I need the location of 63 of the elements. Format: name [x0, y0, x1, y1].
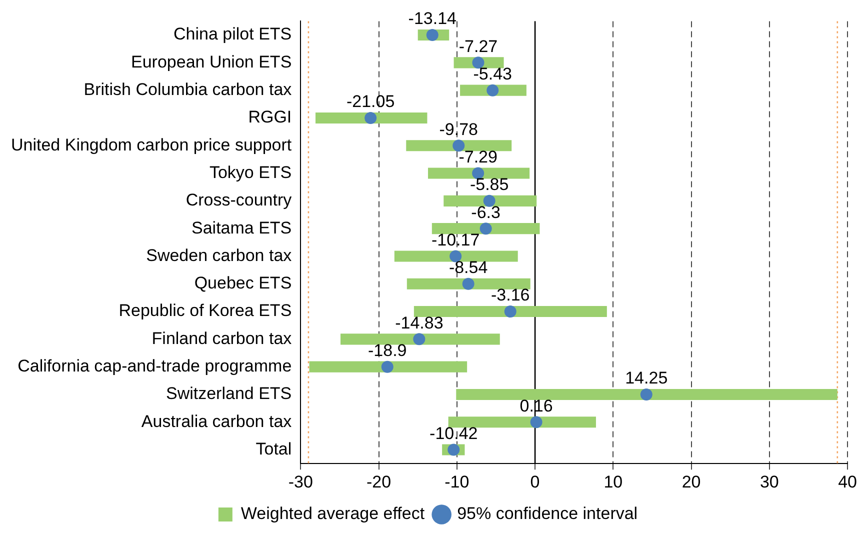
bar — [414, 306, 607, 318]
y-tick-label: Quebec ETS — [194, 274, 292, 293]
y-tick-label: California cap-and-trade programme — [18, 356, 292, 376]
x-tick-label: 30 — [760, 472, 779, 492]
data-label: -18.9 — [368, 341, 407, 360]
data-label: -3.16 — [490, 286, 530, 305]
data-label: -9.78 — [439, 120, 478, 139]
y-tick-label: China pilot ETS — [174, 24, 292, 44]
data-label: -10.17 — [431, 230, 480, 250]
data-label: -5.43 — [473, 64, 512, 84]
bar — [340, 334, 500, 345]
point — [426, 29, 438, 42]
point — [364, 112, 377, 124]
point — [413, 333, 426, 346]
point — [381, 360, 394, 373]
x-tick-label: 20 — [682, 472, 701, 492]
point — [640, 388, 652, 400]
data-label: -13.14 — [408, 9, 456, 28]
legend-label: Weighted average effect — [240, 504, 425, 524]
point — [448, 444, 460, 456]
point — [480, 222, 492, 235]
data-label: -21.05 — [346, 92, 395, 112]
point — [483, 194, 496, 207]
point — [530, 416, 542, 428]
x-tick-label: -20 — [366, 472, 392, 492]
y-tick-label: Switzerland ETS — [166, 384, 292, 404]
x-tick-label: 0 — [530, 472, 540, 492]
y-tick-label: Finland carbon tax — [152, 328, 292, 348]
bar — [394, 250, 518, 262]
y-tick-label: Australia carbon tax — [141, 412, 292, 431]
point — [462, 278, 474, 290]
legend-label: 95% confidence interval — [457, 504, 638, 524]
data-label: -6.3 — [471, 202, 500, 222]
y-tick-label: RGGI — [248, 108, 292, 127]
point — [452, 140, 465, 152]
x-tick-label: -10 — [444, 472, 470, 492]
data-label: -14.83 — [395, 313, 444, 332]
data-label: -7.29 — [458, 147, 498, 166]
y-tick-label: Cross-country — [186, 190, 292, 210]
data-label: -10.42 — [430, 424, 478, 443]
bar — [316, 112, 428, 124]
y-tick-label: Republic of Korea ETS — [118, 301, 292, 320]
x-tick-label: -30 — [288, 472, 313, 492]
y-tick-label: Sweden carbon tax — [146, 246, 292, 265]
y-tick-label: United Kingdom carbon price support — [10, 135, 292, 154]
bar — [448, 416, 596, 428]
bar — [406, 278, 530, 290]
y-tick-label: European Union ETS — [131, 52, 292, 72]
y-tick-label: Tokyo ETS — [209, 162, 292, 182]
data-label: 14.25 — [625, 368, 668, 388]
y-tick-label: Total — [256, 439, 292, 458]
data-label: -5.85 — [470, 175, 509, 194]
bar — [428, 168, 530, 179]
point — [504, 306, 516, 318]
point — [486, 84, 499, 96]
y-tick-label: Saitama ETS — [192, 218, 292, 238]
data-label: -7.27 — [458, 36, 498, 56]
x-tick-label: 10 — [604, 472, 623, 492]
bar — [456, 388, 838, 400]
y-tick-label: British Columbia carbon tax — [84, 80, 292, 100]
bar — [309, 361, 468, 372]
x-tick-label: 40 — [838, 472, 858, 492]
data-label: -8.54 — [448, 258, 488, 278]
